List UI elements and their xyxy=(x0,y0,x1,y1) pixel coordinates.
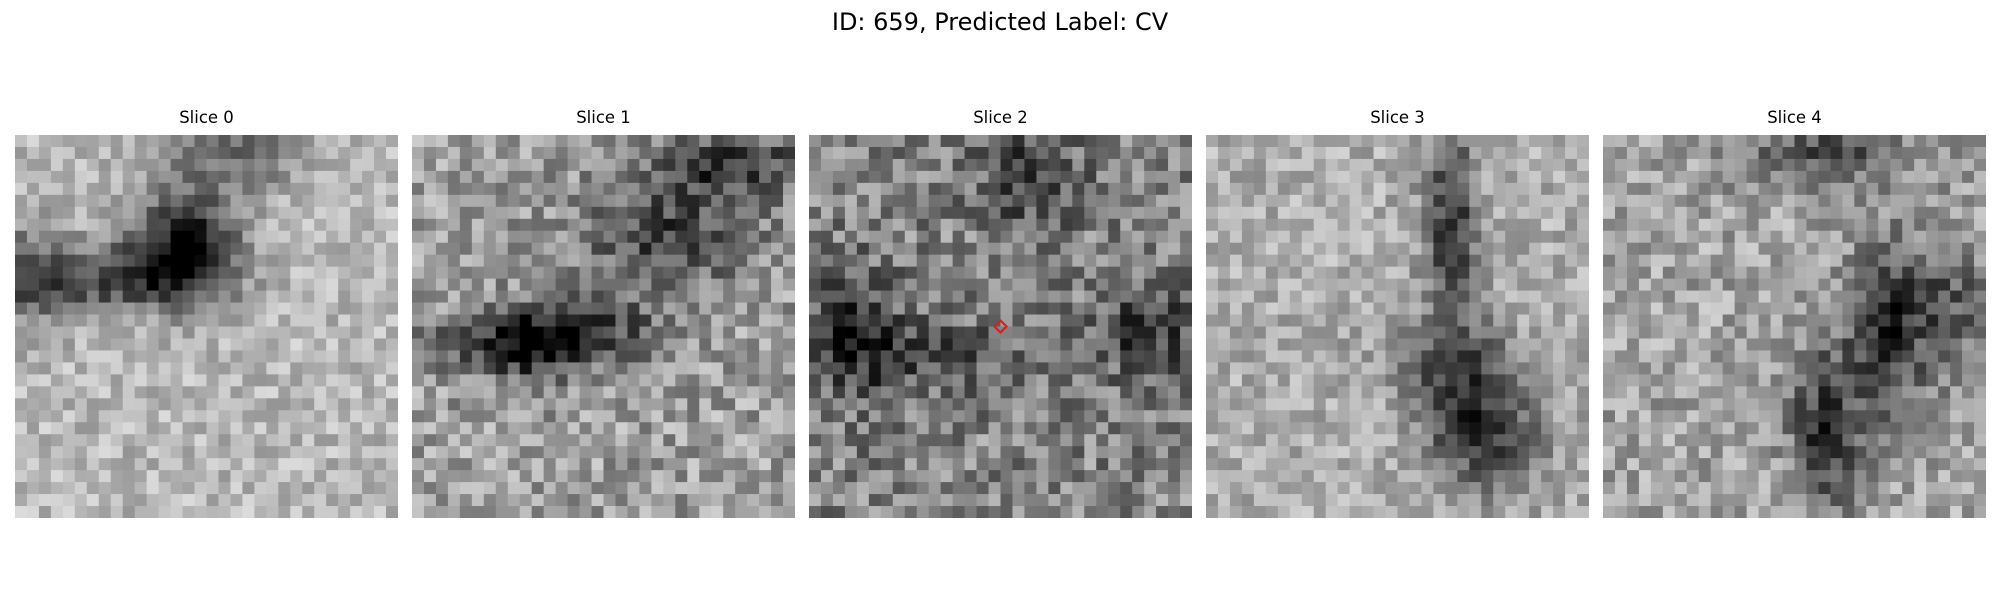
slice-title: Slice 2 xyxy=(973,108,1028,127)
figure-title: ID: 659, Predicted Label: CV xyxy=(831,8,1169,36)
slice-panel: Slice 4 xyxy=(1603,107,1986,520)
slice-title: Slice 4 xyxy=(1767,108,1822,127)
slice-image xyxy=(809,135,1192,518)
slice-title: Slice 1 xyxy=(576,108,631,127)
slice-image xyxy=(1603,135,1986,518)
slice-image xyxy=(412,135,795,518)
slice-image xyxy=(15,135,398,518)
slice-image xyxy=(1206,135,1589,518)
slice-panel: Slice 2 xyxy=(809,107,1192,520)
slice-title: Slice 3 xyxy=(1370,108,1425,127)
center-marker xyxy=(992,318,1009,335)
slice-panel: Slice 1 xyxy=(412,107,795,520)
slice-panel: Slice 3 xyxy=(1206,107,1589,520)
slice-title: Slice 0 xyxy=(179,108,234,127)
slice-panel: Slice 0 xyxy=(15,107,398,520)
